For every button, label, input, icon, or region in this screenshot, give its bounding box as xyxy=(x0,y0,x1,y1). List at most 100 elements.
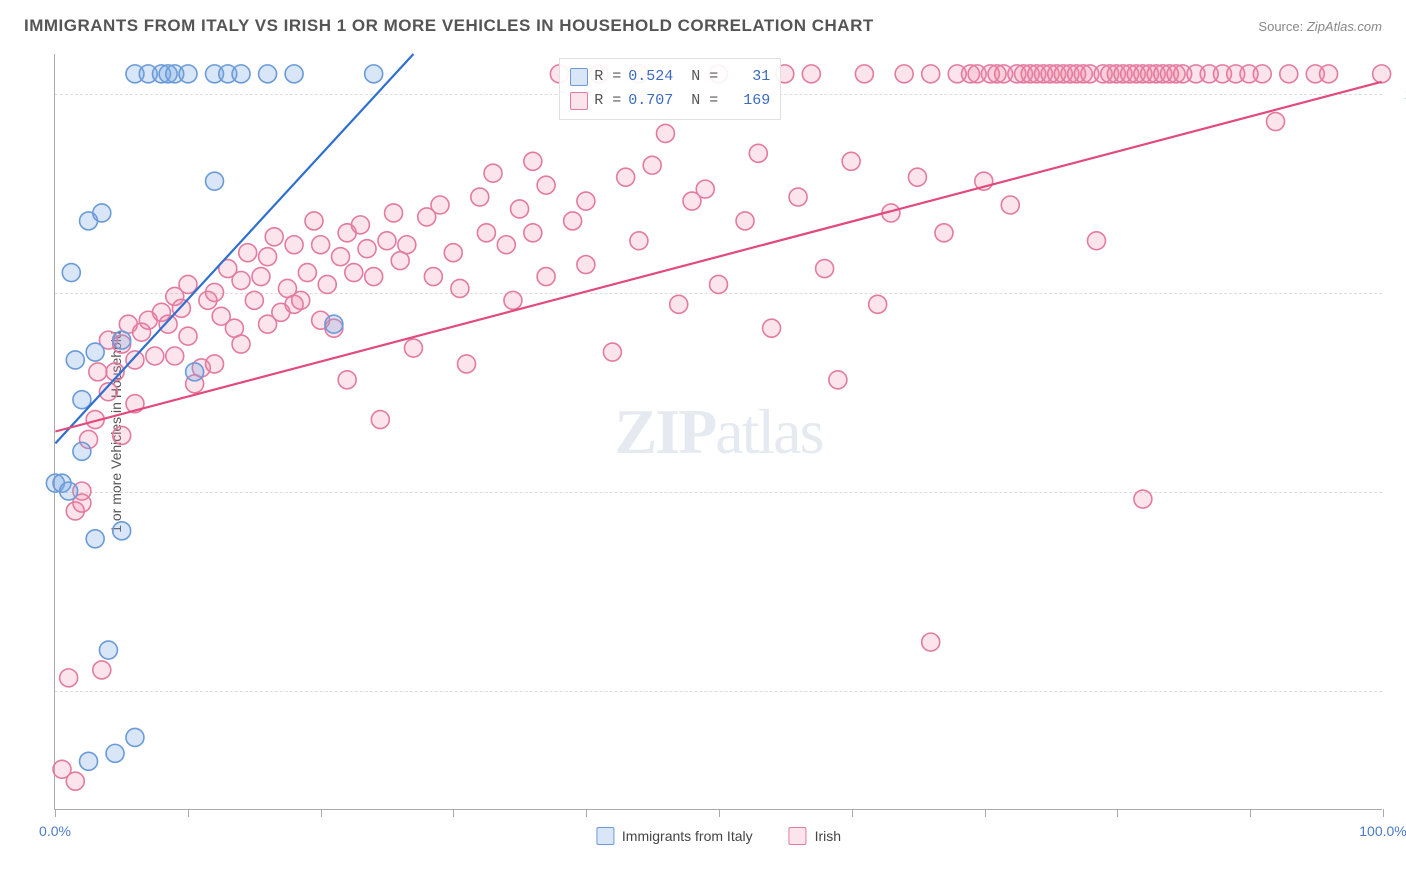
data-point xyxy=(245,291,263,309)
data-point xyxy=(166,347,184,365)
x-tick xyxy=(188,809,189,817)
stats-r-value: 0.524 xyxy=(627,65,673,89)
data-point xyxy=(179,65,197,83)
legend-label: Irish xyxy=(815,828,841,844)
x-tick xyxy=(719,809,720,817)
data-point xyxy=(206,172,224,190)
stats-n-value: 31 xyxy=(724,65,770,89)
data-point xyxy=(66,351,84,369)
data-point xyxy=(577,256,595,274)
data-point xyxy=(816,260,834,278)
legend-label: Immigrants from Italy xyxy=(622,828,753,844)
data-point xyxy=(345,264,363,282)
data-point xyxy=(1001,196,1019,214)
chart-title: IMMIGRANTS FROM ITALY VS IRISH 1 OR MORE… xyxy=(24,16,874,36)
data-point xyxy=(239,244,257,262)
x-tick xyxy=(453,809,454,817)
data-point xyxy=(617,168,635,186)
data-point xyxy=(106,744,124,762)
data-point xyxy=(305,212,323,230)
data-point xyxy=(763,319,781,337)
data-point xyxy=(1087,232,1105,250)
data-point xyxy=(908,168,926,186)
data-point xyxy=(1320,65,1338,83)
data-point xyxy=(232,65,250,83)
data-point xyxy=(73,391,91,409)
legend-item: Irish xyxy=(789,827,841,845)
data-point xyxy=(736,212,754,230)
data-point xyxy=(424,268,442,286)
data-point xyxy=(298,264,316,282)
data-point xyxy=(524,224,542,242)
y-tick-label: 85.0% xyxy=(1392,683,1406,699)
data-point xyxy=(206,355,224,373)
data-point xyxy=(126,728,144,746)
x-tick xyxy=(55,809,56,817)
x-tick xyxy=(852,809,853,817)
data-point xyxy=(444,244,462,262)
stats-n-label: N = xyxy=(691,89,718,113)
data-point xyxy=(99,641,117,659)
data-point xyxy=(497,236,515,254)
data-point xyxy=(232,335,250,353)
x-tick xyxy=(985,809,986,817)
data-point xyxy=(504,291,522,309)
y-tick-label: 90.0% xyxy=(1392,484,1406,500)
data-point xyxy=(86,343,104,361)
data-point xyxy=(1253,65,1271,83)
data-point xyxy=(577,192,595,210)
data-point xyxy=(93,661,111,679)
data-point xyxy=(895,65,913,83)
x-tick xyxy=(586,809,587,817)
data-point xyxy=(312,236,330,254)
chart-plot-area: 1 or more Vehicles in Household 85.0%90.… xyxy=(54,54,1382,810)
data-point xyxy=(259,65,277,83)
data-point xyxy=(477,224,495,242)
data-point xyxy=(922,633,940,651)
data-point xyxy=(292,291,310,309)
data-point xyxy=(146,347,164,365)
data-point xyxy=(66,772,84,790)
data-point xyxy=(537,268,555,286)
stats-r-value: 0.707 xyxy=(627,89,673,113)
chart-legend: Immigrants from Italy Irish xyxy=(596,827,841,845)
stats-r-label: R = xyxy=(594,89,621,113)
data-point xyxy=(398,236,416,254)
data-point xyxy=(73,442,91,460)
data-point xyxy=(696,180,714,198)
stats-row: R =0.524N =31 xyxy=(570,65,770,89)
data-point xyxy=(351,216,369,234)
data-point xyxy=(1280,65,1298,83)
data-point xyxy=(365,65,383,83)
data-point xyxy=(186,363,204,381)
data-point xyxy=(710,275,728,293)
scatter-plot-svg xyxy=(55,54,1382,809)
source-citation: Source: ZipAtlas.com xyxy=(1258,19,1382,34)
data-point xyxy=(338,371,356,389)
data-point xyxy=(484,164,502,182)
data-point xyxy=(789,188,807,206)
stats-n-value: 169 xyxy=(724,89,770,113)
data-point xyxy=(935,224,953,242)
data-point xyxy=(458,355,476,373)
data-point xyxy=(325,315,343,333)
data-point xyxy=(206,283,224,301)
data-point xyxy=(1373,65,1391,83)
data-point xyxy=(656,124,674,142)
legend-item: Immigrants from Italy xyxy=(596,827,753,845)
data-point xyxy=(749,144,767,162)
data-point xyxy=(1267,113,1285,131)
x-tick xyxy=(1383,809,1384,817)
data-point xyxy=(89,363,107,381)
data-point xyxy=(855,65,873,83)
data-point xyxy=(802,65,820,83)
data-point xyxy=(922,65,940,83)
data-point xyxy=(404,339,422,357)
data-point xyxy=(869,295,887,313)
y-tick-label: 100.0% xyxy=(1392,86,1406,102)
data-point xyxy=(285,236,303,254)
stats-swatch xyxy=(570,68,588,86)
data-point xyxy=(80,752,98,770)
data-point xyxy=(113,331,131,349)
data-point xyxy=(385,204,403,222)
